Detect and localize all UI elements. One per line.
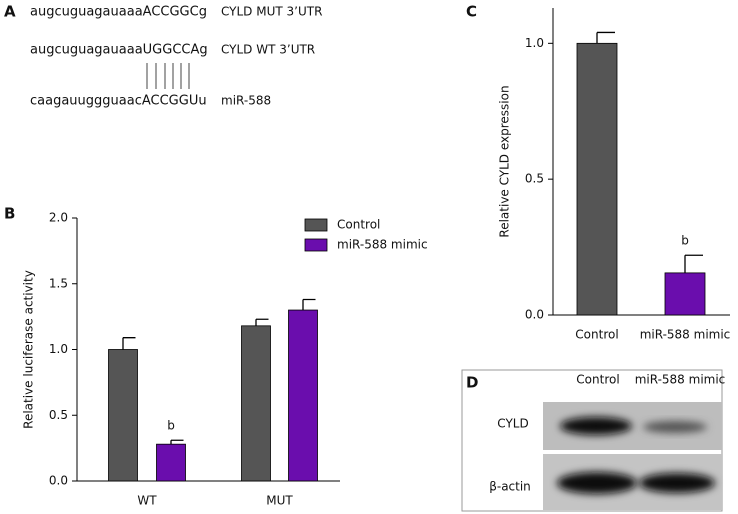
y-tick-label: 1.0 bbox=[49, 342, 68, 356]
y-tick-label: 0.5 bbox=[49, 408, 68, 422]
error-bar bbox=[170, 439, 184, 445]
bar bbox=[156, 443, 186, 482]
sequence-name: miR-588 bbox=[221, 94, 271, 108]
sequence: augcuguagauaaaUGGCCAg bbox=[30, 43, 208, 58]
sequence-name: CYLD MUT 3’UTR bbox=[221, 5, 322, 19]
pairing-lines bbox=[146, 63, 190, 89]
error-bar bbox=[302, 298, 316, 311]
annotation: b bbox=[167, 419, 175, 433]
legend-label: Control bbox=[337, 218, 380, 232]
x-tick-label: WT bbox=[137, 494, 157, 508]
legend-swatch bbox=[304, 218, 328, 232]
error-bar bbox=[255, 318, 269, 326]
bar bbox=[241, 325, 271, 482]
bar bbox=[664, 272, 706, 316]
lane-label: Control bbox=[576, 373, 619, 387]
sequence-name: CYLD WT 3’UTR bbox=[221, 43, 315, 57]
y-tick-label: 1.0 bbox=[525, 36, 544, 50]
row-label: β-actin bbox=[489, 480, 531, 494]
panel-label: C bbox=[466, 3, 477, 21]
panel-label: D bbox=[466, 374, 478, 392]
y-axis-label: Relative CYLD expression bbox=[498, 85, 512, 237]
error-bar bbox=[122, 337, 136, 350]
sequence: caagauuggguaacACCGGUu bbox=[30, 94, 207, 109]
legend-label: miR-588 mimic bbox=[337, 238, 428, 252]
annotation: b bbox=[681, 234, 689, 248]
x-tick-label: Control bbox=[575, 328, 618, 342]
legend-swatch bbox=[304, 238, 328, 252]
y-tick-label: 2.0 bbox=[49, 211, 68, 225]
y-tick-label: 0.0 bbox=[49, 474, 68, 488]
sequence: augcuguagauaaaACCGGCg bbox=[30, 5, 207, 20]
y-axis-label: Relative luciferase activity bbox=[22, 270, 36, 429]
band bbox=[643, 421, 707, 433]
error-bar bbox=[596, 31, 615, 44]
row-label: CYLD bbox=[497, 417, 528, 431]
band bbox=[560, 417, 632, 435]
error-bar bbox=[684, 254, 703, 273]
x-tick-label: miR-588 mimic bbox=[640, 328, 731, 342]
bar bbox=[288, 309, 318, 482]
band bbox=[639, 473, 715, 493]
x-tick-label: MUT bbox=[266, 494, 293, 508]
panel-label: A bbox=[4, 3, 16, 21]
bar bbox=[108, 349, 138, 482]
panel-label: B bbox=[4, 205, 15, 223]
bar bbox=[576, 42, 618, 316]
y-tick-label: 1.5 bbox=[49, 276, 68, 290]
band bbox=[557, 472, 637, 494]
y-tick-label: 0.0 bbox=[525, 308, 544, 322]
lane-label: miR-588 mimic bbox=[635, 373, 726, 387]
y-tick-label: 0.5 bbox=[525, 172, 544, 186]
